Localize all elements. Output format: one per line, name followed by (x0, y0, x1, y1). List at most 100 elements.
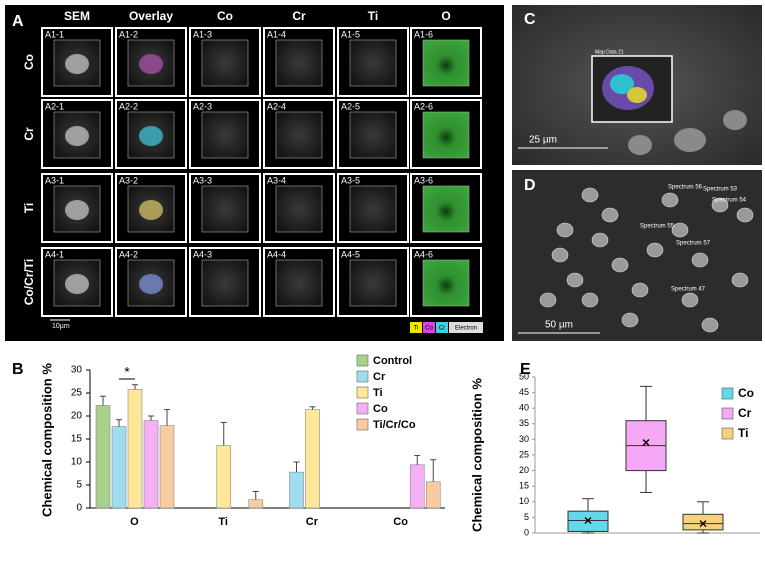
cell-label: A3-5 (341, 175, 360, 185)
panel-a: A SEM Overlay Co Cr Ti O Co A1-1 A1-2 A1-3 A1-4 A1-5… (12, 9, 483, 333)
legend-label: Cr (738, 406, 752, 420)
spectrum-label: Spectrum 56 (668, 185, 703, 191)
legend-label: Co (425, 326, 433, 332)
mean-marker (642, 439, 650, 446)
legend-label: Ti (414, 326, 419, 332)
x-tick-label: O (130, 516, 139, 528)
panel-label: E (520, 361, 531, 378)
cell (581, 187, 599, 203)
cell (674, 128, 706, 152)
legend-swatch (356, 354, 369, 367)
y-tick-label: 20 (519, 465, 529, 475)
cell-label: A1-2 (119, 29, 138, 39)
bar (216, 445, 232, 509)
y-tick-label: 20 (71, 411, 83, 422)
legend-swatch (356, 402, 369, 415)
column-header: O (441, 9, 450, 23)
cell-image (201, 185, 249, 233)
cell-label: A4-2 (119, 249, 138, 259)
legend-label: Co (373, 403, 388, 415)
cell-label: A1-3 (193, 29, 212, 39)
cell-label: A1-5 (341, 29, 360, 39)
cell-label: A3-4 (267, 175, 286, 185)
cell-image (349, 39, 397, 87)
bar (127, 389, 143, 509)
cell-image (422, 259, 470, 307)
y-tick-label: 10 (71, 457, 83, 468)
spectrum-label: Spectrum 57 (676, 241, 711, 247)
cell (556, 222, 574, 238)
column-header: Overlay (129, 9, 173, 23)
cell (539, 292, 557, 308)
map-particle (627, 87, 647, 103)
bar (111, 426, 127, 509)
row-header: Co (22, 54, 36, 70)
cell (661, 192, 679, 208)
legend-swatch (423, 322, 435, 333)
y-tick-label: 15 (71, 434, 83, 445)
cell (631, 282, 649, 298)
legend-swatch (356, 418, 369, 431)
cell (581, 292, 599, 308)
y-tick-label: 50 (519, 371, 529, 381)
cell-image (349, 259, 397, 307)
bar (159, 425, 175, 509)
panel-label: C (524, 11, 536, 28)
legend-label: Control (373, 355, 412, 367)
map-particle (610, 74, 634, 94)
cell-label: A3-6 (414, 175, 433, 185)
cell-image (422, 185, 470, 233)
legend-label: Cr (439, 326, 445, 332)
cell (566, 272, 584, 288)
legend-swatch (449, 322, 483, 333)
cell-image (349, 111, 397, 159)
particle (65, 200, 89, 220)
y-axis-label: Chemical composition % (39, 363, 54, 517)
legend-swatch (436, 322, 448, 333)
cell-label: A1-4 (267, 29, 286, 39)
legend-swatch (721, 407, 734, 420)
cell-label: A4-4 (267, 249, 286, 259)
x-tick-label: Ti (218, 516, 228, 528)
map-label: Map Data 21 (595, 49, 624, 55)
cell-image (349, 185, 397, 233)
cell-label: A2-6 (414, 101, 433, 111)
scale-label: 50 µm (545, 320, 573, 331)
cells: Spectrum 56 Spectrum 53 Spectrum 54 Spectru… (539, 185, 754, 333)
x-tick-label: Co (393, 516, 408, 528)
cell-image (422, 111, 470, 159)
box (682, 513, 724, 531)
legend-label: Ti/Cr/Co (373, 419, 416, 431)
bar (143, 420, 159, 509)
cell (723, 110, 747, 130)
cell-image (201, 39, 249, 87)
particle (65, 274, 89, 294)
cell-label: A3-1 (45, 175, 64, 185)
cell-label: A2-1 (45, 101, 64, 111)
annotation: * (124, 364, 130, 380)
particle (139, 200, 163, 220)
legend-label: Electron (455, 326, 477, 332)
y-tick-label: 15 (519, 481, 529, 491)
legend-swatch (721, 427, 734, 440)
legend-label: Ti (738, 426, 748, 440)
cell-label: A3-3 (193, 175, 212, 185)
cell-image (275, 111, 323, 159)
y-tick-label: 10 (519, 496, 529, 506)
y-tick-label: 25 (71, 388, 83, 399)
particle (65, 126, 89, 146)
column-header: Cr (292, 9, 306, 23)
y-tick-label: 45 (519, 387, 529, 397)
cell (671, 222, 689, 238)
cell-label: A4-3 (193, 249, 212, 259)
cell (591, 232, 609, 248)
cell-label: A1-6 (414, 29, 433, 39)
mean-marker (699, 520, 707, 528)
cell (736, 207, 754, 223)
cell (621, 312, 639, 328)
y-tick-label: 5 (76, 480, 82, 491)
particle (139, 274, 163, 294)
cell (628, 135, 652, 155)
cell-label: A2-4 (267, 101, 286, 111)
y-tick-label: 35 (519, 418, 529, 428)
